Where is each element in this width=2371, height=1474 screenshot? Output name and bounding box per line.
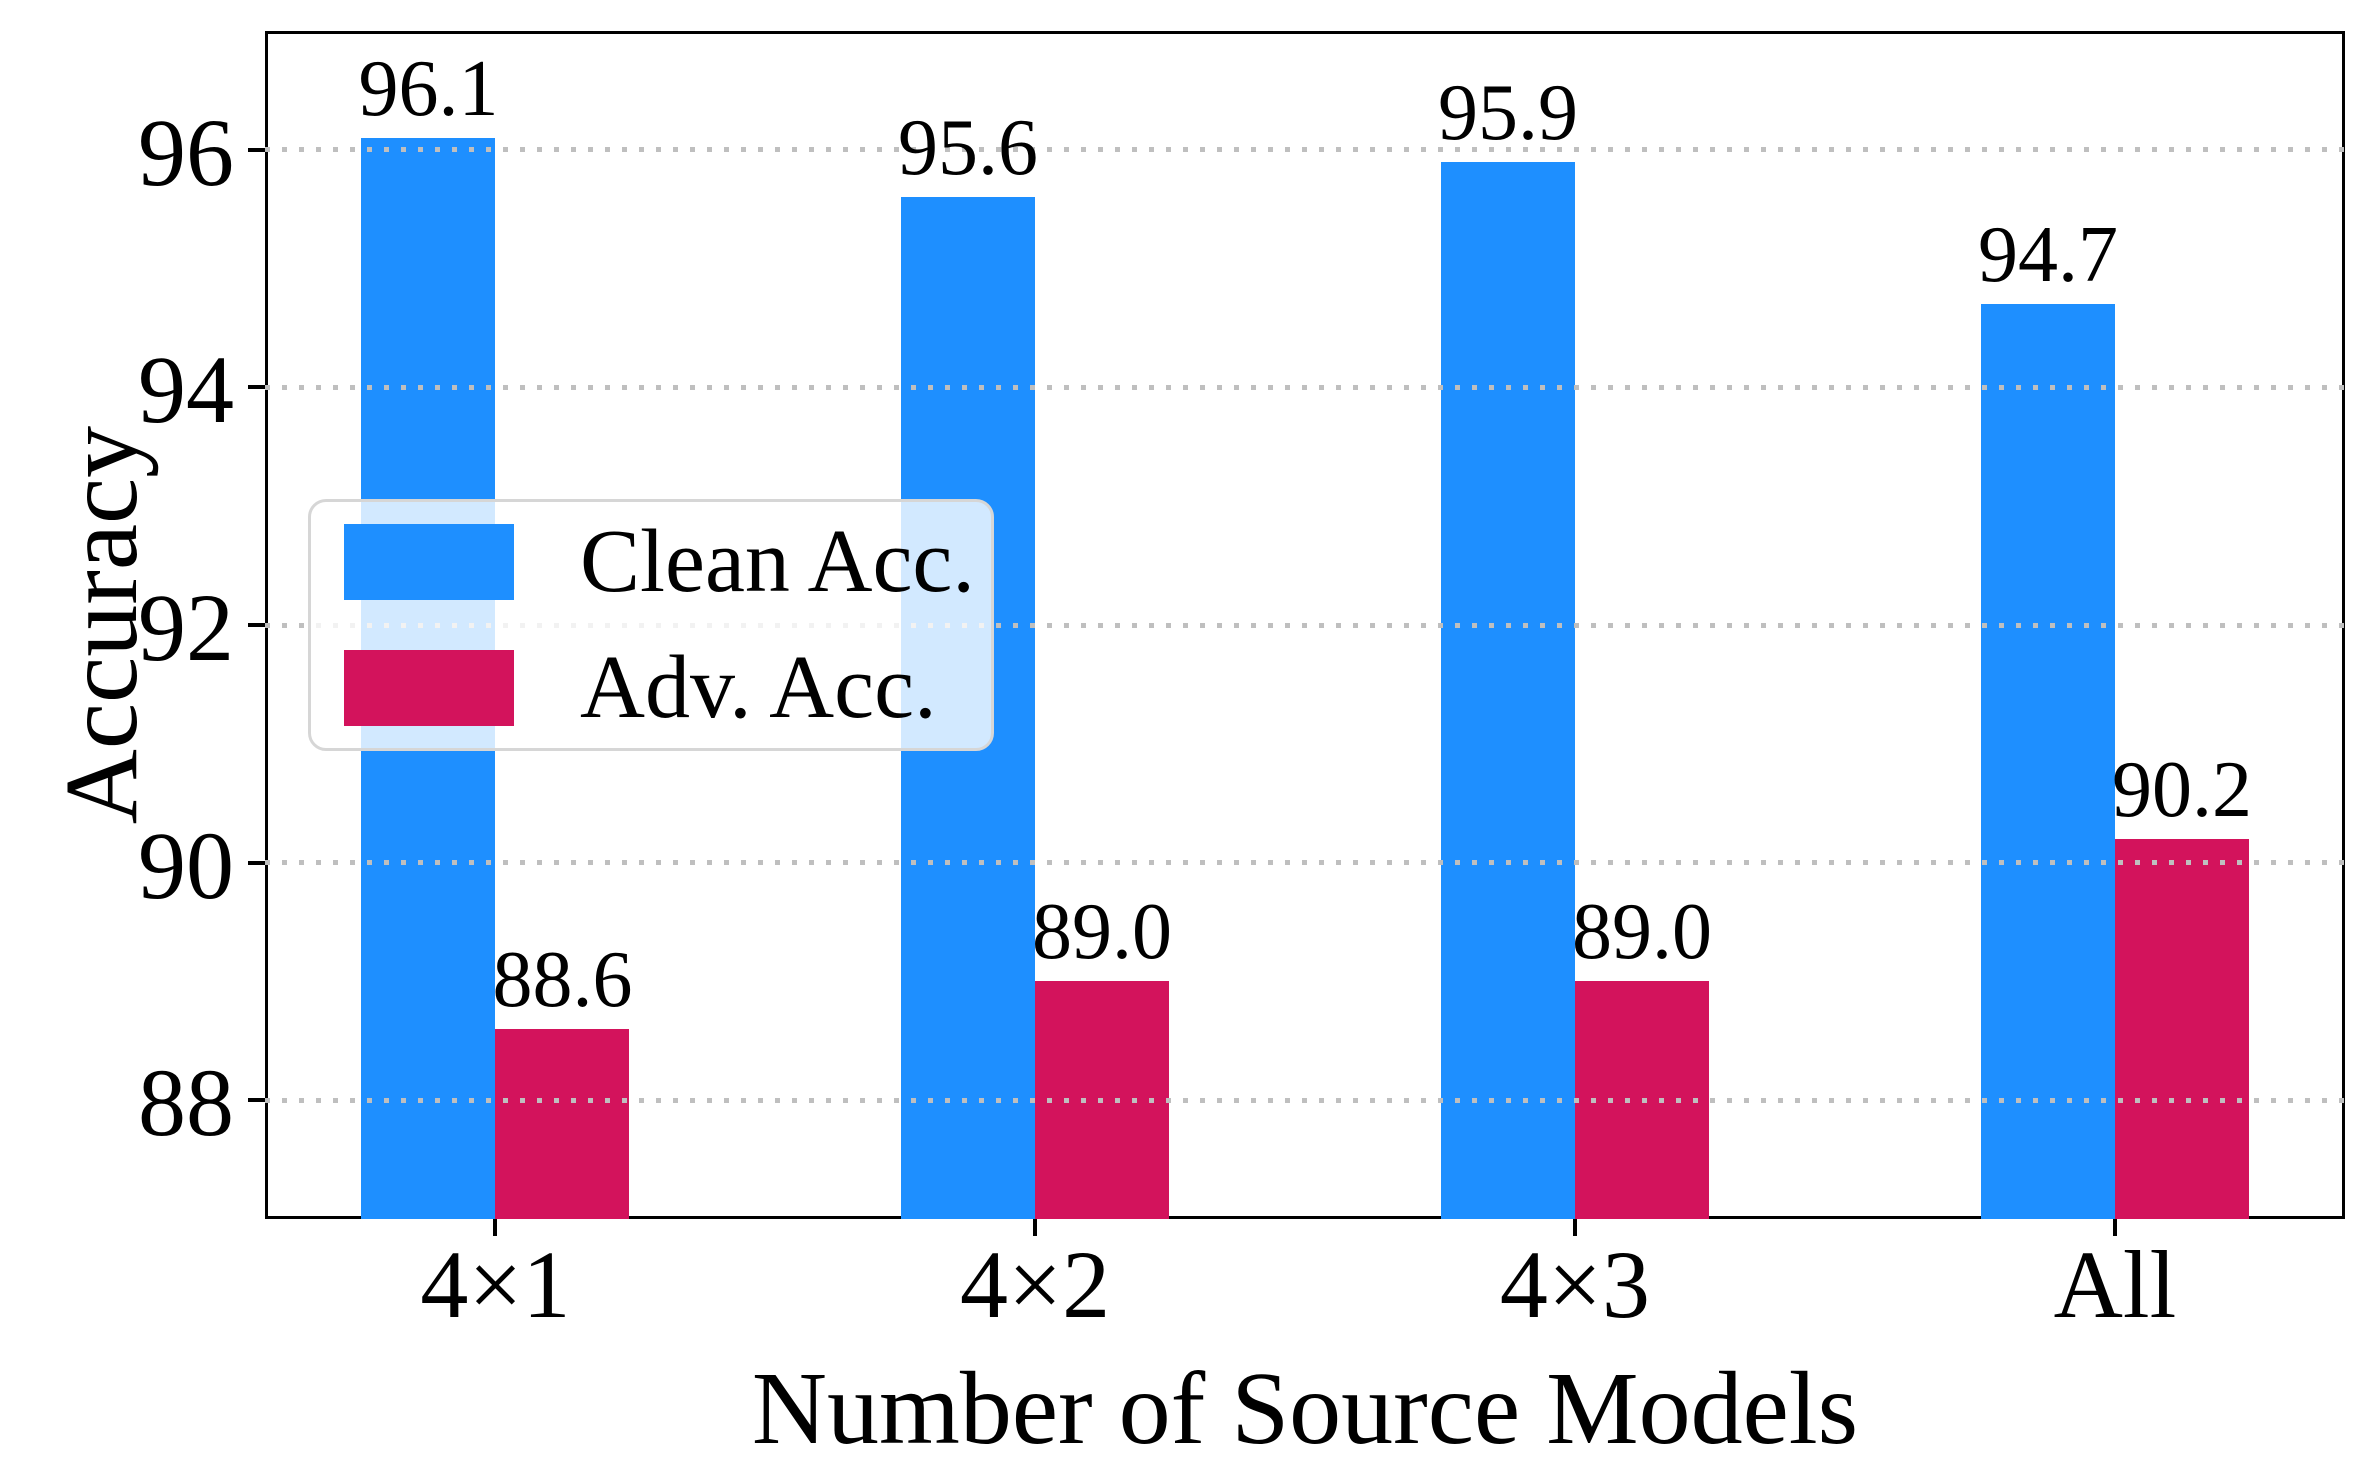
- x-tick-0: [493, 1219, 498, 1236]
- y-tick-92: [248, 623, 265, 627]
- bar-value-label-clean-3: 94.7: [1977, 211, 2118, 300]
- y-tick-label-94: 94: [138, 336, 234, 444]
- bar-value-label-clean-2: 95.9: [1437, 68, 1578, 157]
- legend-entry-adv: Adv. Acc.: [344, 643, 951, 733]
- x-tick-3: [2112, 1219, 2117, 1236]
- gridline-90: [265, 860, 2345, 866]
- y-tick-label-92: 92: [138, 574, 234, 681]
- legend-label-adv: Adv. Acc.: [580, 638, 937, 737]
- bar-value-label-adv-1: 89.0: [1032, 888, 1173, 977]
- legend: Clean Acc. Adv. Acc.: [308, 499, 994, 751]
- legend-entry-clean: Clean Acc.: [344, 517, 975, 607]
- y-tick-label-88: 88: [138, 1049, 234, 1157]
- gridline-88: [265, 1097, 2345, 1103]
- y-tick-88: [248, 1098, 265, 1103]
- gridline-96: [265, 147, 2345, 153]
- x-tick-label-3: All: [2053, 1231, 2177, 1338]
- x-tick-2: [1572, 1219, 1577, 1236]
- bar-value-label-adv-2: 89.0: [1571, 888, 1712, 977]
- bar-value-label-clean-1: 95.6: [898, 104, 1039, 193]
- gridline-94: [265, 384, 2345, 390]
- x-tick-label-1: 4×2: [959, 1231, 1111, 1338]
- bar-adv-3: [2114, 838, 2249, 1219]
- bar-value-label-clean-0: 96.1: [358, 44, 499, 133]
- x-tick-1: [1033, 1219, 1038, 1236]
- bar-adv-0: [495, 1028, 630, 1219]
- y-tick-label-90: 90: [138, 811, 234, 919]
- y-tick-94: [248, 385, 265, 390]
- x-tick-label-0: 4×1: [420, 1231, 571, 1338]
- y-tick-96: [248, 147, 265, 152]
- bar-value-label-adv-3: 90.2: [2111, 745, 2252, 834]
- gridline-92: [265, 622, 2345, 628]
- bar-clean-2: [1440, 161, 1575, 1219]
- bar-value-label-adv-0: 88.6: [492, 935, 633, 1024]
- y-tick-90: [248, 860, 265, 865]
- y-tick-label-96: 96: [138, 98, 234, 206]
- x-tick-label-2: 4×3: [1499, 1231, 1651, 1338]
- y-axis-label: Accuracy: [44, 425, 159, 825]
- legend-label-clean: Clean Acc.: [580, 512, 975, 611]
- adv-acc-swatch-icon: [344, 650, 514, 726]
- bar-clean-3: [1980, 304, 2115, 1219]
- x-axis-label: Number of Source Models: [751, 1351, 1859, 1466]
- clean-acc-swatch-icon: [344, 524, 514, 600]
